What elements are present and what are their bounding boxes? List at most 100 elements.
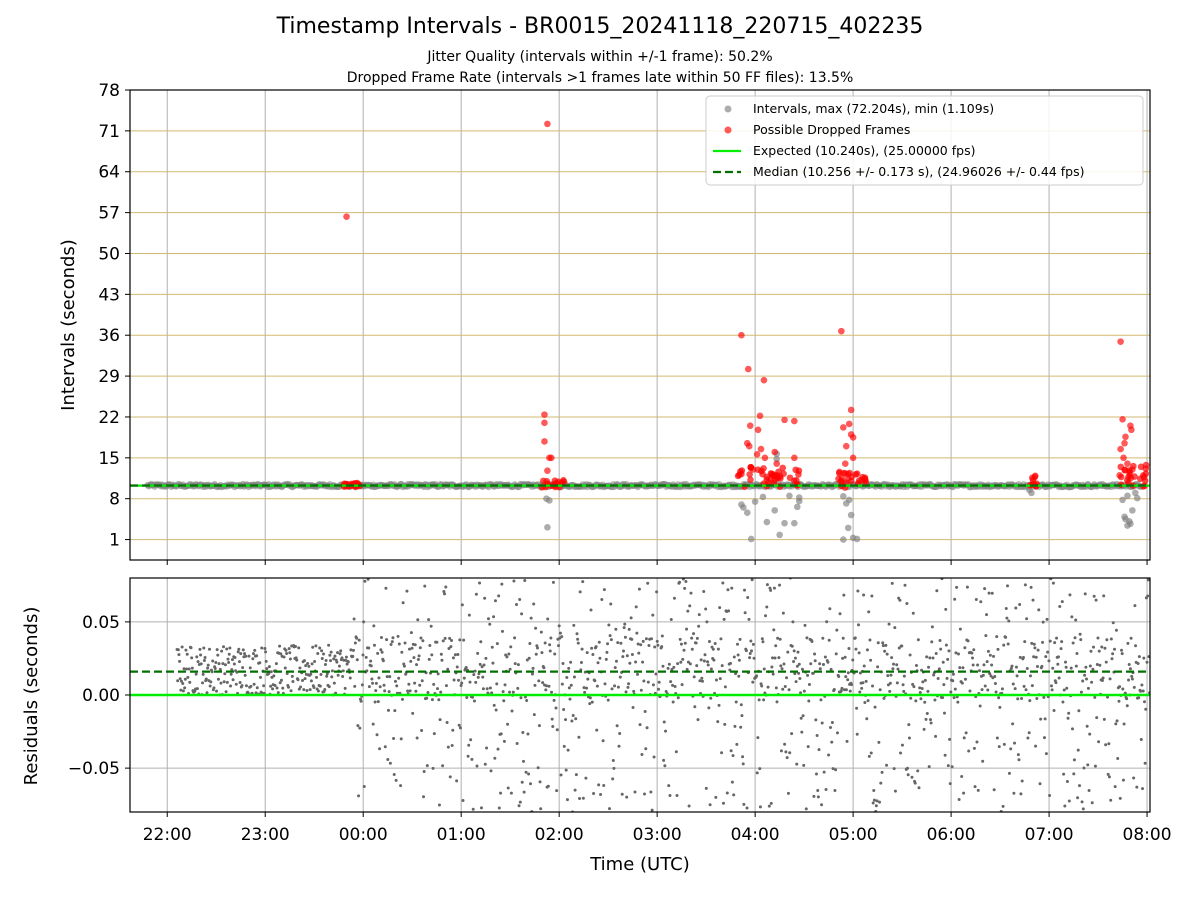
residual-point: [858, 690, 862, 694]
residual-point: [210, 670, 214, 674]
residual-point: [399, 784, 403, 788]
residual-point: [1117, 699, 1121, 703]
residual-point: [732, 793, 736, 797]
residual-point: [288, 651, 292, 655]
residual-point: [742, 588, 746, 592]
residual-point: [860, 686, 864, 690]
residual-point: [916, 638, 920, 642]
residual-point: [919, 697, 923, 701]
residual-point: [1077, 709, 1081, 713]
residual-point: [332, 681, 336, 685]
residual-point: [362, 620, 366, 624]
residual-point: [620, 792, 624, 796]
residual-point: [745, 806, 749, 810]
residual-point: [223, 663, 227, 667]
residual-point: [713, 642, 717, 646]
residual-point: [534, 652, 538, 656]
residual-point: [942, 711, 946, 715]
residual-point: [765, 605, 769, 609]
residual-point: [472, 673, 476, 677]
residual-point: [274, 662, 278, 666]
residual-point: [828, 607, 832, 611]
residual-point: [631, 706, 635, 710]
residual-point: [719, 637, 723, 641]
residual-point: [426, 690, 430, 694]
residual-point: [740, 714, 744, 718]
residual-point: [881, 644, 885, 648]
residual-point: [680, 683, 684, 687]
residual-point: [890, 656, 894, 660]
residual-point: [1107, 775, 1111, 779]
residual-point: [895, 663, 899, 667]
residual-point: [444, 585, 448, 589]
residual-point: [407, 647, 411, 651]
residual-point: [516, 686, 520, 690]
residual-point: [211, 659, 215, 663]
residual-point: [876, 641, 880, 645]
residual-point: [180, 645, 184, 649]
residual-point: [496, 747, 500, 751]
residual-point: [415, 663, 419, 667]
residual-point: [199, 662, 203, 666]
residual-point: [998, 705, 1002, 709]
residual-point: [874, 804, 878, 808]
residual-point: [314, 644, 318, 648]
residual-point: [1048, 639, 1052, 643]
residual-point: [634, 660, 638, 664]
residual-point: [914, 699, 918, 703]
residual-point: [684, 580, 688, 584]
residual-point: [657, 687, 661, 691]
residual-point: [669, 617, 673, 621]
residual-point: [386, 757, 390, 761]
residual-point: [469, 738, 473, 742]
residual-point: [378, 685, 382, 689]
residual-point: [727, 609, 731, 613]
residual-point: [422, 770, 426, 774]
residual-point: [634, 605, 638, 609]
residual-point: [552, 698, 556, 702]
residual-point: [750, 649, 754, 653]
residual-point: [925, 711, 929, 715]
residual-point: [209, 680, 213, 684]
x-tick-label-00:00: 00:00: [339, 825, 388, 845]
residual-point: [623, 622, 627, 626]
residual-point: [650, 808, 654, 812]
residual-point: [1018, 655, 1022, 659]
residual-point: [738, 637, 742, 641]
residual-point: [229, 672, 233, 676]
residual-point: [906, 766, 910, 770]
residual-point: [640, 752, 644, 756]
residual-point: [720, 664, 724, 668]
residual-point: [578, 590, 582, 594]
residual-point: [917, 786, 921, 790]
residual-point: [890, 581, 894, 585]
residual-point: [897, 646, 901, 650]
residual-point: [888, 689, 892, 693]
residual-point: [537, 724, 541, 728]
residual-point: [603, 682, 607, 686]
dropped-frame-point: [753, 451, 761, 458]
residual-point: [793, 656, 797, 660]
residual-point: [458, 638, 462, 642]
residual-point: [671, 683, 675, 687]
residual-point: [425, 764, 429, 768]
residual-point: [224, 690, 228, 694]
residual-point: [1106, 695, 1110, 699]
dropped-frame-point: [771, 448, 779, 456]
residual-point: [733, 724, 737, 728]
residual-point: [613, 684, 617, 688]
residual-point: [248, 666, 252, 670]
interval-point: [771, 507, 779, 514]
residual-point: [1100, 645, 1104, 649]
residual-point: [526, 732, 530, 736]
residual-point: [462, 676, 466, 680]
residual-point: [296, 678, 300, 682]
residual-point: [391, 636, 395, 640]
residual-point: [621, 649, 625, 653]
residual-point: [983, 587, 987, 591]
residual-point: [1090, 680, 1094, 684]
residual-point: [1088, 732, 1092, 736]
residual-point: [543, 641, 547, 645]
residual-point: [269, 670, 273, 674]
residual-point: [465, 695, 469, 699]
